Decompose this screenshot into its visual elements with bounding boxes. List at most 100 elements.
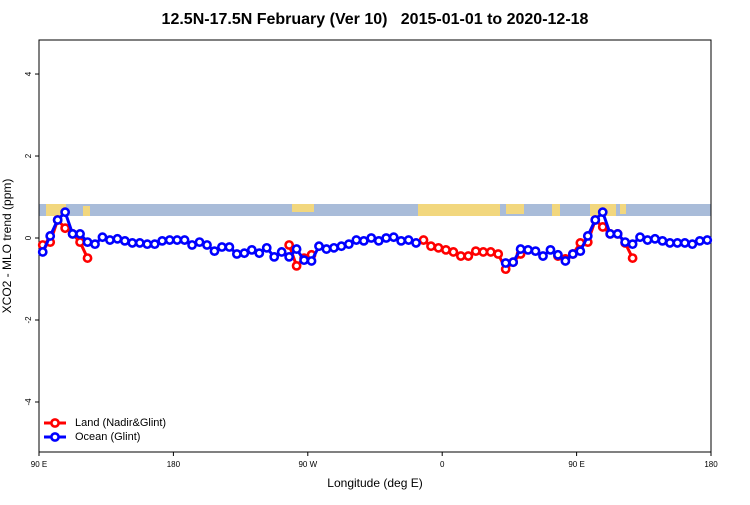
data-point	[612, 229, 623, 239]
data-point	[694, 235, 705, 246]
data-point	[702, 235, 713, 245]
data-point	[254, 248, 265, 259]
data-point	[441, 244, 451, 255]
data-point	[202, 240, 212, 250]
data-point	[605, 229, 616, 239]
data-point	[381, 233, 392, 243]
data-point	[306, 256, 317, 266]
data-point	[52, 215, 63, 225]
data-point	[418, 235, 429, 245]
y-axis-label: XCO2 - MLO trend (ppm)	[0, 179, 14, 314]
data-point	[149, 239, 160, 250]
data-point	[493, 249, 504, 259]
data-point	[299, 255, 309, 266]
x-tick-label: 0	[440, 460, 445, 469]
data-point	[119, 235, 130, 246]
data-point	[269, 251, 280, 262]
data-point	[388, 232, 399, 243]
data-point	[276, 247, 287, 257]
y-tick-label: 4	[24, 71, 33, 76]
data-point	[470, 246, 481, 257]
data-point	[687, 239, 698, 250]
data-point	[97, 232, 108, 243]
data-point	[433, 242, 444, 253]
data-point	[657, 235, 668, 246]
legend: Land (Nadir&Glint) Ocean (Glint)	[44, 417, 166, 443]
series	[37, 207, 713, 268]
data-point	[582, 231, 593, 241]
data-point	[515, 244, 526, 254]
data-point	[590, 215, 601, 225]
data-point	[553, 249, 563, 260]
data-point	[291, 244, 302, 254]
x-tick-label: 180	[167, 460, 181, 469]
data-point	[261, 242, 272, 253]
data-point	[478, 247, 489, 257]
data-point	[60, 223, 71, 234]
legend-label: Ocean (Glint)	[75, 431, 140, 443]
data-point	[142, 239, 153, 250]
data-point	[411, 238, 421, 248]
data-point	[650, 233, 660, 244]
map-strip	[39, 204, 711, 216]
data-point	[567, 249, 578, 259]
x-tick-label: 90 E	[31, 460, 47, 469]
data-point	[75, 237, 85, 248]
x-tick-label: 180	[704, 460, 718, 469]
data-point	[508, 257, 519, 268]
data-point	[90, 239, 100, 250]
data-point	[231, 249, 242, 259]
data-point	[172, 235, 183, 245]
data-point	[403, 235, 414, 245]
chart-title: 12.5N-17.5N February (Ver 10) 2015-01-01…	[162, 11, 589, 28]
data-point	[538, 251, 548, 261]
data-point	[82, 237, 93, 248]
data-point	[239, 248, 250, 259]
data-point	[627, 239, 638, 250]
data-point	[164, 235, 175, 245]
x-tick-label: 90 E	[568, 460, 584, 469]
data-point	[187, 240, 197, 250]
data-point	[463, 251, 474, 261]
data-point	[373, 235, 384, 246]
legend-marker	[50, 418, 60, 428]
data-point	[314, 241, 324, 252]
data-point	[455, 251, 466, 261]
legend-label: Land (Nadir&Glint)	[75, 417, 166, 429]
data-point	[575, 246, 586, 257]
data-point	[485, 247, 496, 257]
y-tick-label: 0	[24, 235, 33, 240]
data-point	[627, 253, 638, 263]
data-point	[523, 244, 533, 255]
data-point	[597, 207, 608, 218]
data-point	[194, 237, 205, 248]
data-point	[545, 244, 556, 255]
data-point	[679, 238, 690, 248]
data-point	[500, 258, 511, 268]
data-point	[635, 232, 645, 243]
data-point	[157, 235, 168, 246]
data-point	[321, 244, 332, 254]
data-point	[396, 235, 407, 246]
data-point	[82, 253, 93, 263]
data-point	[426, 241, 436, 252]
x-axis-label: Longitude (deg E)	[327, 476, 422, 490]
y-tick-label: 2	[24, 153, 33, 158]
data-point	[530, 246, 541, 257]
data-point	[224, 242, 235, 252]
data-point	[620, 237, 631, 248]
data-point	[75, 229, 85, 239]
data-point	[672, 238, 683, 248]
data-point	[665, 238, 675, 248]
data-point	[642, 235, 653, 245]
data-point	[60, 207, 71, 218]
data-point	[291, 260, 302, 271]
data-point	[134, 238, 145, 248]
data-point	[284, 251, 295, 262]
data-point	[597, 222, 608, 232]
legend-marker	[50, 432, 60, 442]
data-point	[112, 233, 123, 244]
data-point	[217, 242, 227, 252]
data-point	[284, 240, 295, 250]
